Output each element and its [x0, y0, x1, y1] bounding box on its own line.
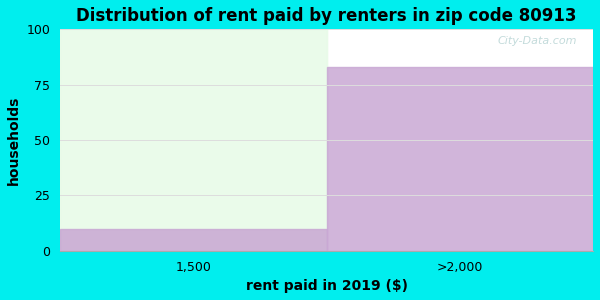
- Bar: [60, 29, 326, 229]
- X-axis label: rent paid in 2019 ($): rent paid in 2019 ($): [245, 279, 407, 293]
- Text: City-Data.com: City-Data.com: [497, 36, 577, 46]
- Bar: [60, 29, 326, 251]
- Y-axis label: households: households: [7, 95, 21, 185]
- Bar: [326, 67, 593, 251]
- Bar: [60, 229, 326, 251]
- Title: Distribution of rent paid by renters in zip code 80913: Distribution of rent paid by renters in …: [76, 7, 577, 25]
